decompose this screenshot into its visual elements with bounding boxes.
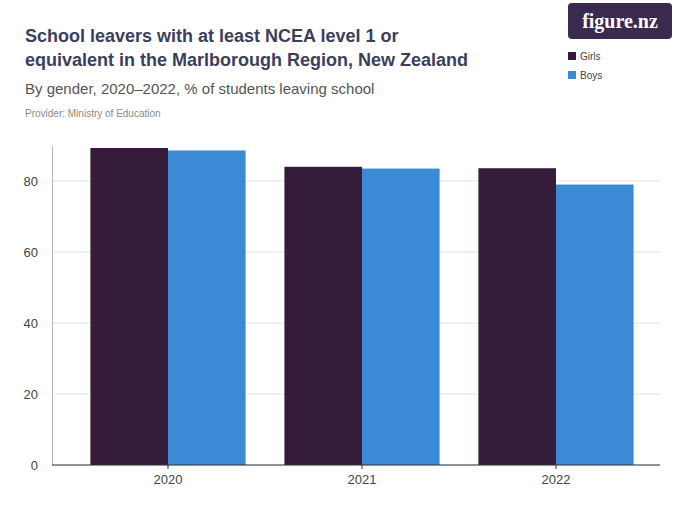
bars <box>90 148 633 465</box>
y-axis-line <box>52 146 53 466</box>
chart: School leavers with at least NCEA level … <box>0 0 700 525</box>
legend-swatch <box>568 71 576 79</box>
x-tick-mark <box>556 465 557 469</box>
x-axis-line <box>52 465 660 466</box>
logo: figure.nz <box>582 10 658 33</box>
y-axis: 0 20 40 60 80 <box>24 146 53 473</box>
x-tick-label: 2020 <box>154 472 183 487</box>
x-axis: 2020 2021 2022 <box>52 465 660 487</box>
legend-label: Girls <box>580 51 601 62</box>
y-tick-label: 0 <box>31 458 38 473</box>
x-tick-label: 2021 <box>348 472 377 487</box>
y-tick: 0 <box>31 458 52 473</box>
title: School leavers with at least NCEA level … <box>25 26 468 70</box>
y-tick-label: 20 <box>24 387 38 402</box>
x-tick: 2020 <box>154 465 183 487</box>
y-tick-label: 60 <box>24 245 38 260</box>
x-tick-mark <box>362 465 363 469</box>
legend-item: Girls <box>568 51 601 62</box>
logo-box <box>568 3 672 39</box>
legend: Girls Boys <box>568 51 602 81</box>
bar <box>362 169 440 465</box>
title-line: equivalent in the Marlborough Region, Ne… <box>25 50 468 70</box>
x-tick-mark <box>168 465 169 469</box>
bar <box>556 185 634 465</box>
provider: Provider: Ministry of Education <box>25 108 161 119</box>
bar <box>90 148 168 465</box>
legend-item: Boys <box>568 70 602 81</box>
title-line: School leavers with at least NCEA level … <box>25 26 398 46</box>
y-tick: 40 <box>24 316 52 331</box>
y-tick-label: 80 <box>24 174 38 189</box>
bar <box>284 167 362 465</box>
x-tick: 2021 <box>348 465 377 487</box>
y-tick: 80 <box>24 174 52 189</box>
y-tick: 20 <box>24 387 52 402</box>
y-tick-label: 40 <box>24 316 38 331</box>
grid-line <box>52 465 660 466</box>
bar <box>168 150 246 465</box>
x-tick-label: 2022 <box>542 472 571 487</box>
bar <box>478 168 556 465</box>
x-tick: 2022 <box>542 465 571 487</box>
subtitle: By gender, 2020–2022, % of students leav… <box>25 80 374 97</box>
legend-swatch <box>568 52 576 60</box>
legend-label: Boys <box>580 70 602 81</box>
y-tick: 60 <box>24 245 52 260</box>
